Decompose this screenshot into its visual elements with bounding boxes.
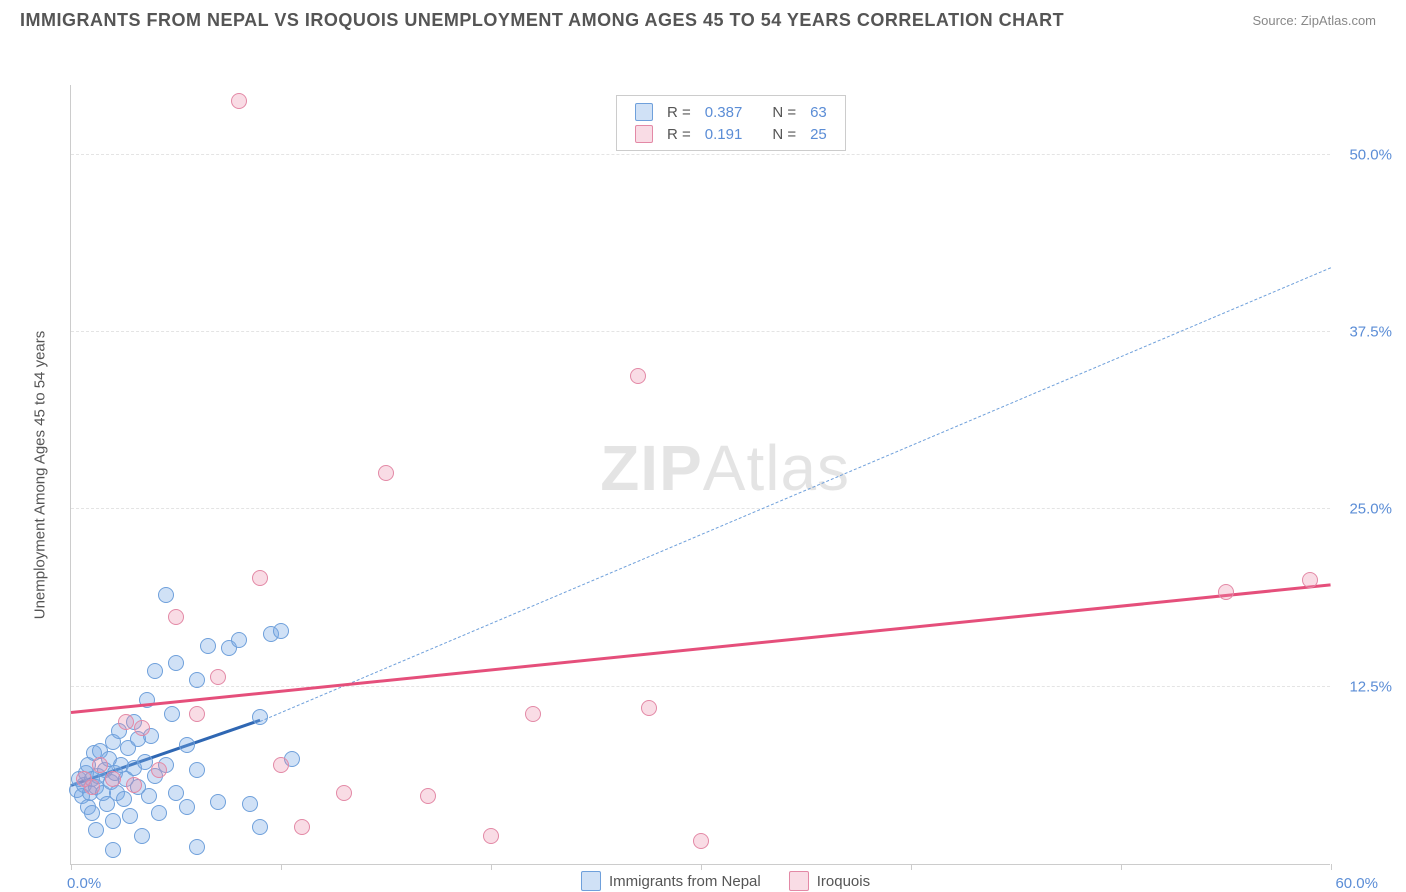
series-legend: Immigrants from Nepal Iroquois bbox=[581, 871, 870, 891]
correlation-legend: R =0.387 N =63 R =0.191 N =25 bbox=[616, 95, 846, 151]
data-point bbox=[420, 788, 436, 804]
data-point bbox=[210, 669, 226, 685]
legend-item: Iroquois bbox=[789, 871, 870, 891]
data-point bbox=[189, 762, 205, 778]
data-point bbox=[179, 799, 195, 815]
y-tick-label: 25.0% bbox=[1349, 501, 1392, 518]
data-point bbox=[273, 623, 289, 639]
data-point bbox=[84, 779, 100, 795]
watermark: ZIPAtlas bbox=[600, 431, 850, 505]
data-point bbox=[147, 663, 163, 679]
data-point bbox=[1218, 584, 1234, 600]
source-label: Source: ZipAtlas.com bbox=[1252, 13, 1376, 28]
legend-label: Iroquois bbox=[817, 873, 870, 890]
data-point bbox=[242, 796, 258, 812]
r-label: R = bbox=[661, 124, 697, 144]
data-point bbox=[252, 819, 268, 835]
data-point bbox=[294, 819, 310, 835]
data-point bbox=[252, 709, 268, 725]
data-point bbox=[168, 609, 184, 625]
data-point bbox=[641, 700, 657, 716]
legend-swatch bbox=[581, 871, 601, 891]
data-point bbox=[378, 465, 394, 481]
data-point bbox=[116, 791, 132, 807]
trend-line bbox=[260, 267, 1331, 722]
plot-area: 12.5%25.0%37.5%50.0%0.0%60.0%ZIPAtlasR =… bbox=[70, 85, 1330, 865]
data-point bbox=[210, 794, 226, 810]
data-point bbox=[336, 785, 352, 801]
data-point bbox=[200, 638, 216, 654]
y-axis-label: Unemployment Among Ages 45 to 54 years bbox=[32, 331, 49, 620]
chart-header: IMMIGRANTS FROM NEPAL VS IROQUOIS UNEMPL… bbox=[0, 0, 1406, 35]
data-point bbox=[137, 754, 153, 770]
axis-xmax-label: 60.0% bbox=[1335, 875, 1378, 892]
y-tick-label: 50.0% bbox=[1349, 146, 1392, 163]
data-point bbox=[84, 805, 100, 821]
trend-line bbox=[71, 583, 1331, 714]
gridline bbox=[71, 686, 1330, 687]
x-tick bbox=[1331, 864, 1332, 870]
gridline bbox=[71, 508, 1330, 509]
y-tick-label: 12.5% bbox=[1349, 678, 1392, 695]
r-value: 0.191 bbox=[699, 124, 749, 144]
gridline bbox=[71, 331, 1330, 332]
data-point bbox=[122, 808, 138, 824]
r-label: R = bbox=[661, 102, 697, 122]
data-point bbox=[151, 805, 167, 821]
data-point bbox=[630, 368, 646, 384]
x-tick bbox=[911, 864, 912, 870]
data-point bbox=[693, 833, 709, 849]
data-point bbox=[134, 720, 150, 736]
data-point bbox=[252, 570, 268, 586]
gridline bbox=[71, 154, 1330, 155]
legend-item: Immigrants from Nepal bbox=[581, 871, 761, 891]
data-point bbox=[179, 737, 195, 753]
x-tick bbox=[701, 864, 702, 870]
data-point bbox=[189, 839, 205, 855]
axis-origin-label: 0.0% bbox=[67, 875, 101, 892]
data-point bbox=[525, 706, 541, 722]
n-label: N = bbox=[766, 102, 802, 122]
n-value: 63 bbox=[804, 102, 833, 122]
n-value: 25 bbox=[804, 124, 833, 144]
data-point bbox=[151, 762, 167, 778]
data-point bbox=[118, 714, 134, 730]
data-point bbox=[158, 587, 174, 603]
r-value: 0.387 bbox=[699, 102, 749, 122]
data-point bbox=[483, 828, 499, 844]
data-point bbox=[189, 706, 205, 722]
data-point bbox=[231, 93, 247, 109]
n-label: N = bbox=[766, 124, 802, 144]
data-point bbox=[168, 655, 184, 671]
x-tick bbox=[491, 864, 492, 870]
x-tick bbox=[1121, 864, 1122, 870]
data-point bbox=[105, 813, 121, 829]
y-tick-label: 37.5% bbox=[1349, 324, 1392, 341]
data-point bbox=[134, 828, 150, 844]
data-point bbox=[168, 785, 184, 801]
data-point bbox=[141, 788, 157, 804]
data-point bbox=[92, 757, 108, 773]
legend-swatch bbox=[635, 103, 653, 121]
data-point bbox=[273, 757, 289, 773]
data-point bbox=[189, 672, 205, 688]
data-point bbox=[164, 706, 180, 722]
data-point bbox=[105, 842, 121, 858]
legend-swatch bbox=[635, 125, 653, 143]
data-point bbox=[105, 771, 121, 787]
data-point bbox=[88, 822, 104, 838]
legend-label: Immigrants from Nepal bbox=[609, 873, 761, 890]
legend-swatch bbox=[789, 871, 809, 891]
x-tick bbox=[281, 864, 282, 870]
data-point bbox=[1302, 572, 1318, 588]
chart-title: IMMIGRANTS FROM NEPAL VS IROQUOIS UNEMPL… bbox=[20, 10, 1064, 31]
data-point bbox=[231, 632, 247, 648]
data-point bbox=[126, 777, 142, 793]
x-tick bbox=[71, 864, 72, 870]
